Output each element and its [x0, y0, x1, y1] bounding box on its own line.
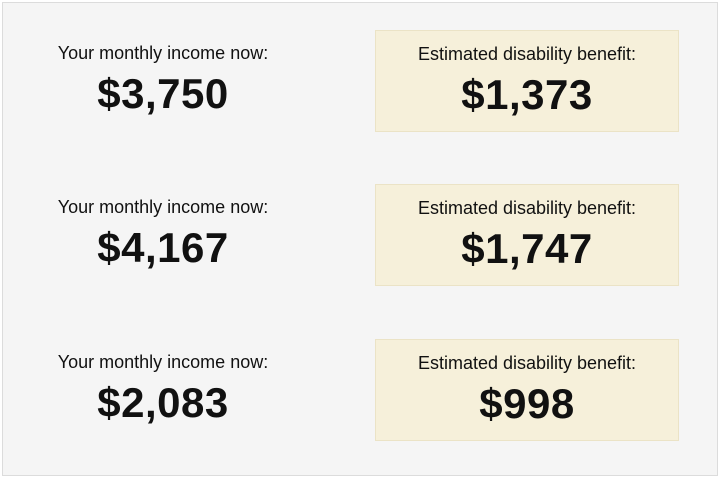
- income-label: Your monthly income now:: [57, 352, 269, 372]
- benefit-label: Estimated disability benefit:: [417, 44, 637, 64]
- income-cell: Your monthly income now: $4,167: [11, 184, 315, 286]
- benefit-cell: Estimated disability benefit: $1,373: [375, 30, 679, 132]
- benefit-value: $998: [479, 380, 575, 427]
- benefit-cell: Estimated disability benefit: $1,747: [375, 184, 679, 286]
- benefit-label: Estimated disability benefit:: [417, 198, 637, 218]
- income-cell: Your monthly income now: $3,750: [11, 30, 315, 132]
- benefit-label: Estimated disability benefit:: [417, 353, 637, 373]
- income-value: $2,083: [97, 379, 229, 426]
- income-value: $4,167: [97, 224, 229, 271]
- income-value: $3,750: [97, 70, 229, 117]
- benefit-value: $1,747: [461, 225, 593, 272]
- benefit-cell: Estimated disability benefit: $998: [375, 339, 679, 441]
- income-cell: Your monthly income now: $2,083: [11, 339, 315, 441]
- income-label: Your monthly income now:: [57, 43, 269, 63]
- income-label: Your monthly income now:: [57, 197, 269, 217]
- benefit-value: $1,373: [461, 71, 593, 118]
